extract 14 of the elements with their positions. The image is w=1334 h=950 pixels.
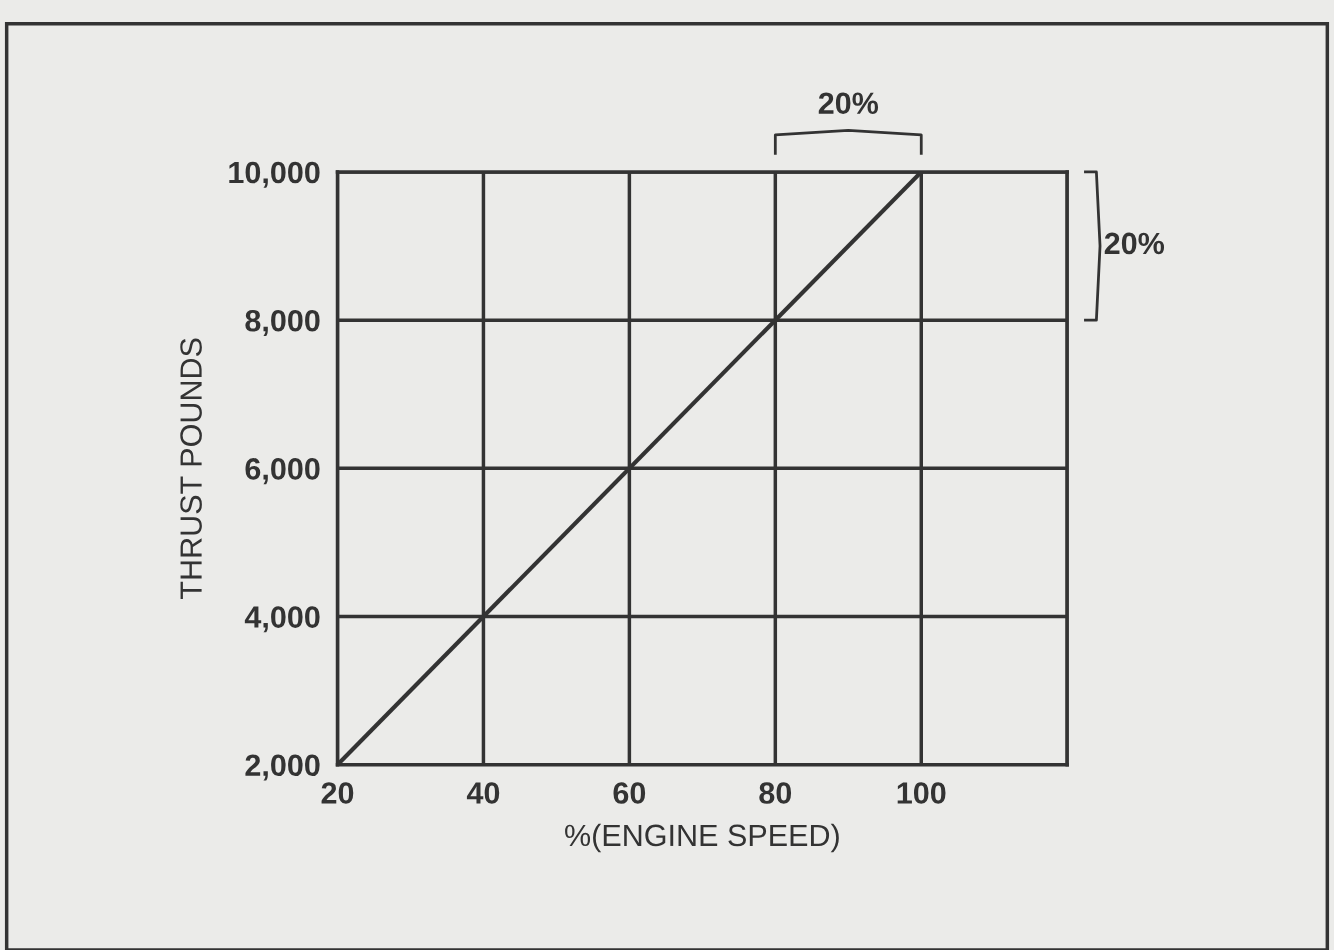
y-tick-label: 10,000 <box>229 161 320 188</box>
x-tick-label: 40 <box>466 782 500 804</box>
x-tick-label: 100 <box>897 782 946 804</box>
x-tick-label: 20 <box>321 782 354 804</box>
x-axis-title: %(ENGINE SPEED) <box>565 823 839 853</box>
y-tick-label: 8,000 <box>245 309 320 336</box>
y-tick-label: 2,000 <box>245 754 320 781</box>
y-tick-label: 6,000 <box>245 458 320 485</box>
x-tick-label: 80 <box>759 782 792 804</box>
y-axis-title: THRUST POUNDS <box>180 338 202 599</box>
y-tick-label: 4,000 <box>244 606 320 633</box>
text: 20% <box>1104 232 1165 255</box>
text: 20% <box>818 92 879 115</box>
x-tick-label: 60 <box>613 782 646 804</box>
